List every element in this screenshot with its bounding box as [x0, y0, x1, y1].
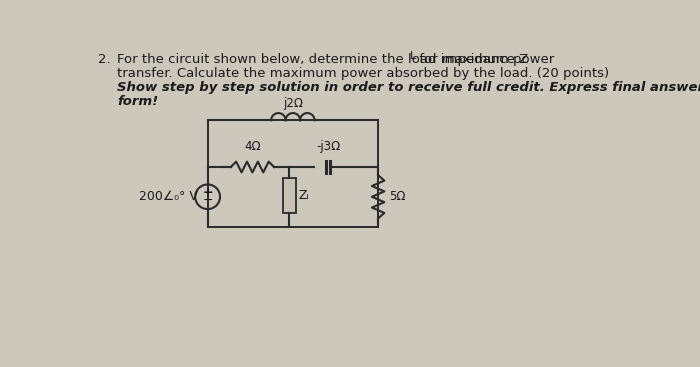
Text: +: +	[202, 186, 213, 199]
Text: 4Ω: 4Ω	[244, 140, 260, 153]
Text: 5Ω: 5Ω	[389, 190, 405, 203]
Text: Show step by step solution in order to receive full credit. Express final answer: Show step by step solution in order to r…	[117, 81, 700, 94]
Text: 2.: 2.	[98, 53, 111, 66]
Bar	[284, 178, 295, 213]
Text: transfer. Calculate the maximum power absorbed by the load. (20 points): transfer. Calculate the maximum power ab…	[117, 67, 609, 80]
Text: −: −	[202, 194, 213, 207]
Text: L: L	[410, 51, 416, 61]
Bar	[208, 120, 378, 226]
Text: For the circuit shown below, determine the load impedance Z: For the circuit shown below, determine t…	[117, 53, 528, 66]
Text: form!: form!	[117, 95, 158, 108]
Text: j2Ω: j2Ω	[283, 97, 303, 110]
Text: Zₗ: Zₗ	[299, 189, 309, 202]
Text: for maximum power: for maximum power	[415, 53, 554, 66]
Text: 200∠₀° V: 200∠₀° V	[139, 190, 198, 203]
Text: -j3Ω: -j3Ω	[316, 140, 340, 153]
